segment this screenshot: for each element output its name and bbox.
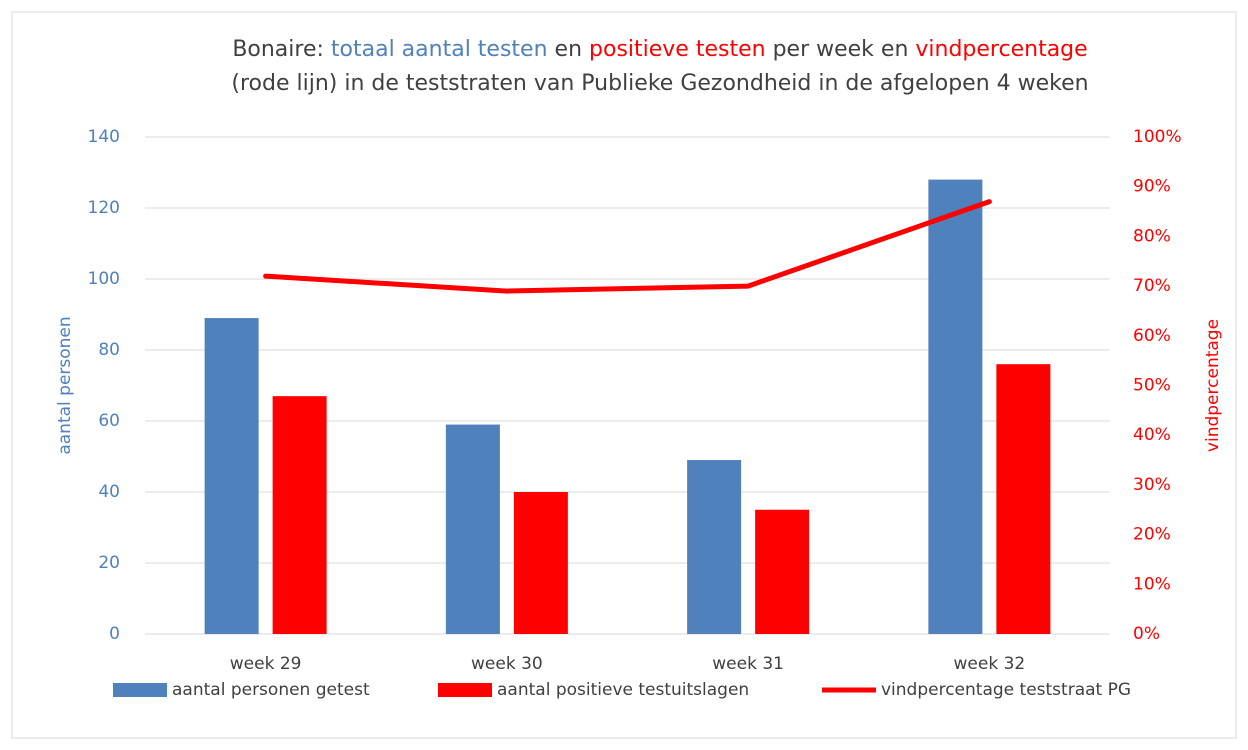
title-segment: (rode lijn) in de teststraten van Publie… bbox=[231, 71, 1088, 96]
line-series bbox=[263, 199, 992, 294]
legend-label: aantal positieve testuitslagen bbox=[497, 680, 749, 700]
y2-tick-label: 30% bbox=[1133, 475, 1171, 495]
bar bbox=[513, 492, 568, 634]
x-tick-label: week 29 bbox=[230, 654, 302, 674]
chart-border bbox=[11, 11, 1237, 739]
title-segment: en bbox=[548, 37, 589, 62]
title-segment: totaal aantal testen bbox=[331, 37, 548, 62]
y2-tick-label: 70% bbox=[1133, 276, 1171, 296]
bar bbox=[272, 396, 327, 634]
y-tick-label: 40 bbox=[98, 482, 120, 502]
title-segment: vindpercentage bbox=[915, 37, 1087, 62]
y-tick-label: 80 bbox=[98, 340, 120, 360]
y-axis-label: aantal personen bbox=[55, 316, 75, 454]
chart-title: (rode lijn) in de teststraten van Publie… bbox=[231, 71, 1088, 96]
y2-tick-label: 60% bbox=[1133, 326, 1171, 346]
bar bbox=[204, 318, 259, 634]
bar bbox=[996, 364, 1051, 634]
title-segment: per week en bbox=[766, 37, 916, 62]
y2-tick-label: 0% bbox=[1133, 624, 1160, 644]
y2-tick-label: 100% bbox=[1133, 127, 1182, 147]
legend-swatch bbox=[438, 683, 492, 697]
legend-swatch bbox=[113, 683, 167, 697]
y-tick-label: 140 bbox=[88, 127, 120, 147]
bar bbox=[928, 179, 983, 634]
y2-tick-label: 80% bbox=[1133, 226, 1171, 246]
y2-tick-label: 10% bbox=[1133, 574, 1171, 594]
legend-label: vindpercentage teststraat PG bbox=[881, 680, 1131, 700]
y2-axis-label: vindpercentage bbox=[1203, 319, 1223, 452]
y-tick-label: 20 bbox=[98, 553, 120, 573]
y-tick-label: 120 bbox=[88, 198, 120, 218]
legend-label: aantal personen getest bbox=[172, 680, 370, 700]
x-tick-label: week 32 bbox=[954, 654, 1026, 674]
y2-tick-label: 90% bbox=[1133, 177, 1171, 197]
x-tick-label: week 31 bbox=[712, 654, 784, 674]
y-tick-label: 100 bbox=[88, 269, 120, 289]
x-tick-label: week 30 bbox=[471, 654, 543, 674]
y2-tick-label: 20% bbox=[1133, 525, 1171, 545]
bar bbox=[755, 509, 810, 634]
y-tick-label: 60 bbox=[98, 411, 120, 431]
title-segment: positieve testen bbox=[589, 37, 766, 62]
bar bbox=[445, 424, 500, 634]
bar bbox=[687, 460, 742, 634]
y-tick-label: 0 bbox=[109, 624, 120, 644]
chart-title: Bonaire: totaal aantal testen en positie… bbox=[232, 37, 1087, 62]
y2-tick-label: 50% bbox=[1133, 376, 1171, 396]
title-segment: Bonaire: bbox=[232, 37, 331, 62]
y2-tick-label: 40% bbox=[1133, 425, 1171, 445]
